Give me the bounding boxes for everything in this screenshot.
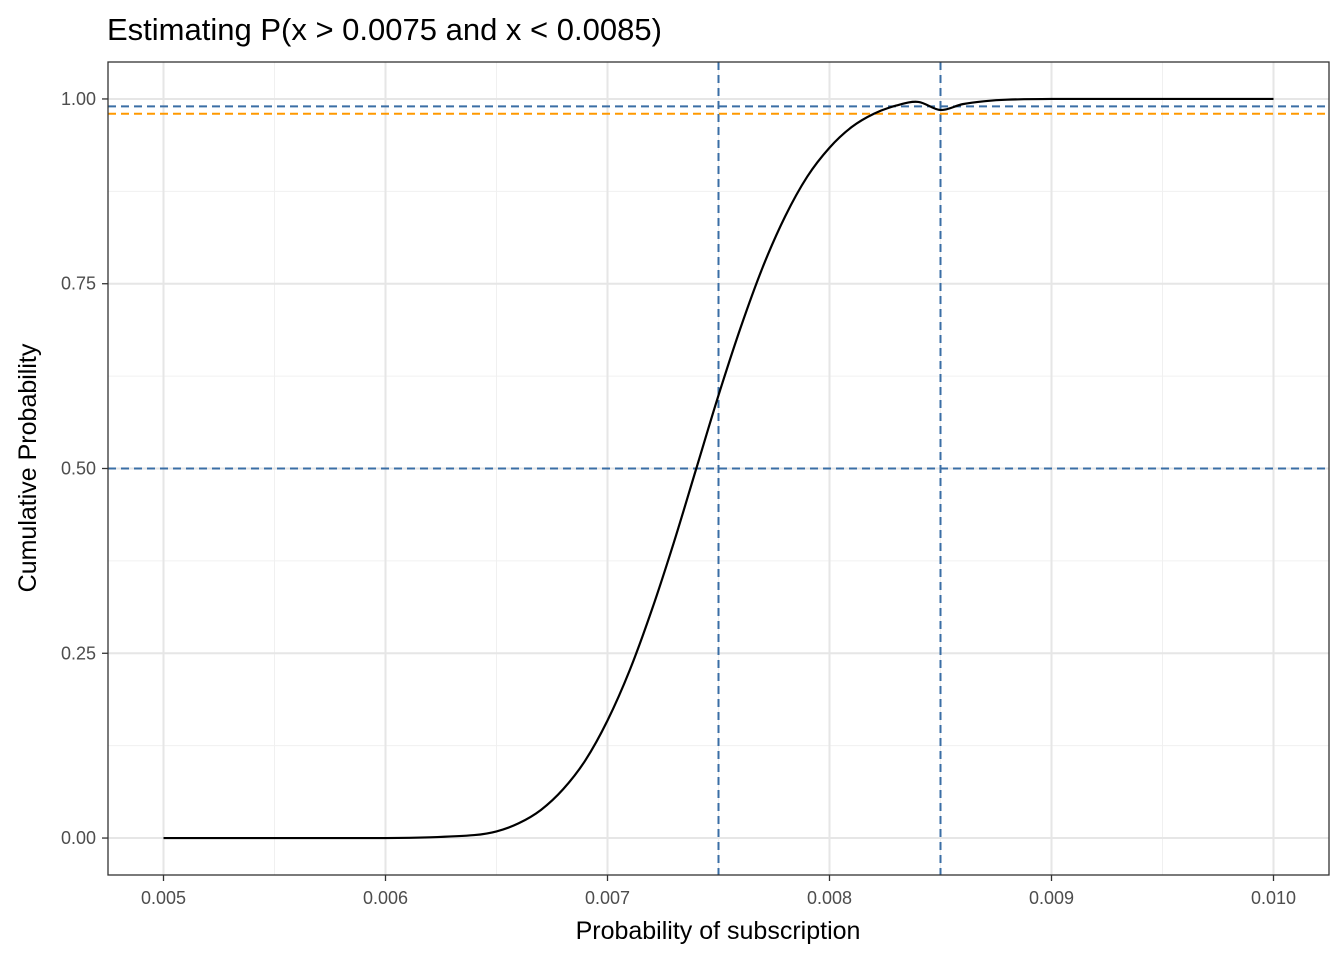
y-tick-label: 0.25 [61, 643, 96, 663]
cdf-series [163, 97, 1274, 840]
x-tick-label: 0.010 [1251, 888, 1296, 908]
cdf-curve [163, 97, 1274, 840]
x-axis-title: Probability of subscription [576, 917, 861, 945]
x-tick-label: 0.005 [141, 888, 186, 908]
x-tick-label: 0.009 [1029, 888, 1074, 908]
y-tick-label: 0.00 [61, 828, 96, 848]
x-axis: 0.005 0.006 0.007 0.008 0.009 0.010 [141, 875, 1296, 908]
y-axis: 0.00 0.25 0.50 0.75 1.00 [61, 89, 108, 848]
x-tick-label: 0.007 [585, 888, 630, 908]
x-tick-label: 0.006 [363, 888, 408, 908]
y-tick-label: 0.75 [61, 274, 96, 294]
reference-lines [108, 62, 1329, 875]
x-tick-label: 0.008 [807, 888, 852, 908]
y-axis-title: Cumulative Probability [14, 343, 42, 592]
chart-title: Estimating P(x > 0.0075 and x < 0.0085) [107, 12, 662, 47]
y-tick-label: 1.00 [61, 89, 96, 109]
y-tick-label: 0.50 [61, 459, 96, 479]
